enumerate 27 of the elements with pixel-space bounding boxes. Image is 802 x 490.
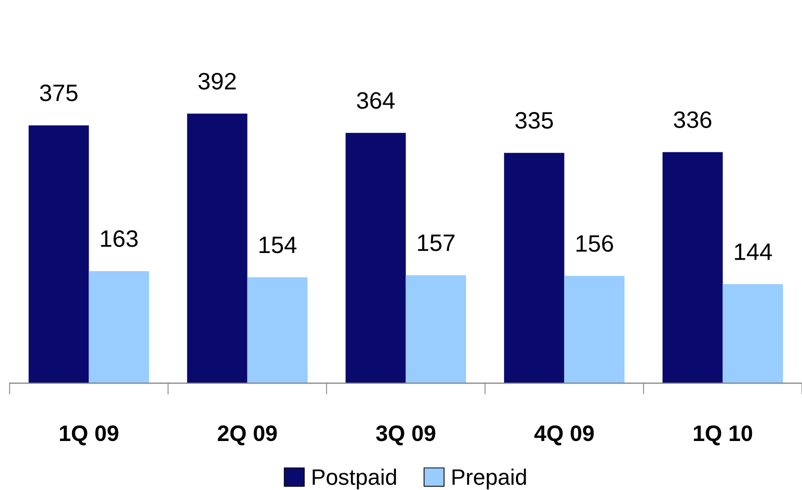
data-label: 375	[40, 84, 78, 102]
x-tick-label: 4Q 09	[534, 425, 594, 446]
bar	[662, 152, 723, 384]
bar	[88, 271, 150, 384]
bar	[187, 114, 248, 384]
x-tick-label: 3Q 09	[376, 425, 436, 446]
data-label: 364	[356, 92, 395, 109]
data-label: 163	[101, 230, 138, 248]
bar	[247, 277, 308, 384]
legend-label: Prepaid	[452, 468, 526, 490]
legend-label: Postpaid	[312, 468, 396, 490]
x-tick-label: 2Q 09	[218, 425, 277, 446]
bar	[504, 152, 564, 384]
data-label: 156	[576, 235, 614, 252]
x-tick-label: 1Q 10	[694, 425, 752, 446]
bar	[346, 132, 406, 384]
data-label: 335	[515, 112, 553, 129]
bar	[28, 125, 89, 384]
bar	[406, 275, 466, 384]
data-label: 154	[260, 236, 296, 254]
data-label: 336	[674, 111, 712, 128]
bar	[722, 284, 783, 384]
data-label: 144	[734, 244, 772, 260]
x-tick-label: 1Q 09	[60, 425, 118, 446]
bar	[564, 276, 625, 384]
data-label: 392	[198, 72, 236, 90]
data-label: 157	[418, 234, 454, 252]
